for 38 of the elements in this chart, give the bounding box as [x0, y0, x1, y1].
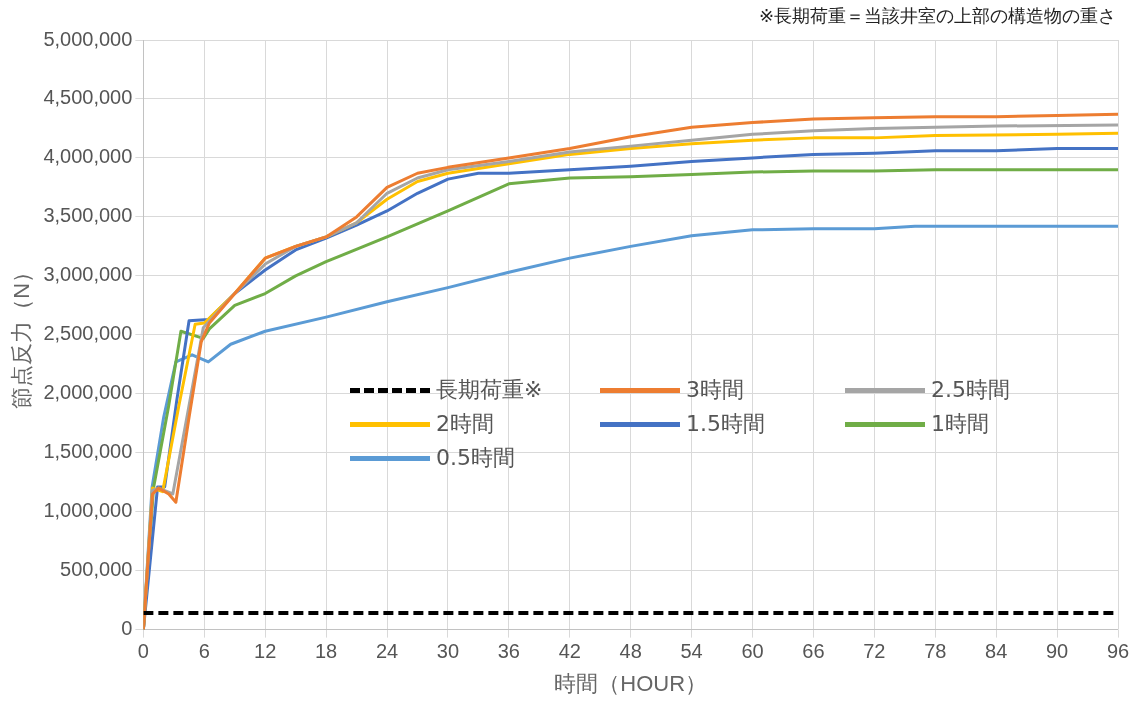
x-axis-title: 時間（HOUR）	[554, 670, 708, 696]
y-tick-label: 5,000,000	[43, 27, 133, 50]
legend-label: 3時間	[686, 376, 744, 404]
x-tick-label: 60	[741, 640, 764, 663]
legend-label: 長期荷重※	[436, 376, 543, 404]
x-tick-label: 12	[254, 640, 277, 663]
legend-label: 1.5時間	[686, 410, 765, 438]
x-tick-label: 66	[802, 640, 825, 663]
legend-label: 2時間	[436, 410, 494, 438]
x-tick-label: 42	[558, 640, 581, 663]
y-tick-label: 500,000	[60, 558, 133, 581]
x-tick-label: 0	[137, 640, 149, 663]
x-tick-label: 96	[1106, 640, 1130, 663]
y-tick-label: 3,500,000	[43, 204, 133, 227]
x-tick-label: 36	[497, 640, 520, 663]
y-tick-label: 2,000,000	[43, 381, 133, 404]
legend-label: 0.5時間	[436, 444, 515, 472]
y-axis-title: 節点反力（N）	[9, 260, 35, 409]
y-tick-label: 3,000,000	[43, 263, 133, 286]
x-tick-label: 30	[436, 640, 460, 663]
x-tick-label: 6	[198, 640, 210, 663]
y-tick-label: 1,000,000	[43, 499, 133, 522]
y-tick-label: 1,500,000	[43, 440, 133, 463]
text: ※長期荷重＝当該井室の上部の構造物の重さ	[758, 4, 1116, 28]
y-tick-label: 4,500,000	[43, 86, 133, 109]
x-tick-label: 24	[375, 640, 399, 663]
legend-label: 1時間	[931, 410, 989, 438]
y-tick-label: 2,500,000	[43, 322, 133, 345]
legend-label: 2.5時間	[931, 376, 1010, 404]
x-tick-label: 84	[985, 640, 1008, 663]
x-tick-label: 18	[314, 640, 338, 663]
y-tick-label: 4,000,000	[43, 145, 133, 168]
x-tick-label: 78	[924, 640, 947, 663]
y-tick-label: 0	[121, 617, 133, 640]
x-tick-label: 54	[680, 640, 703, 663]
x-tick-label: 48	[619, 640, 642, 663]
x-tick-label: 72	[863, 640, 886, 663]
x-tick-label: 90	[1045, 640, 1069, 663]
